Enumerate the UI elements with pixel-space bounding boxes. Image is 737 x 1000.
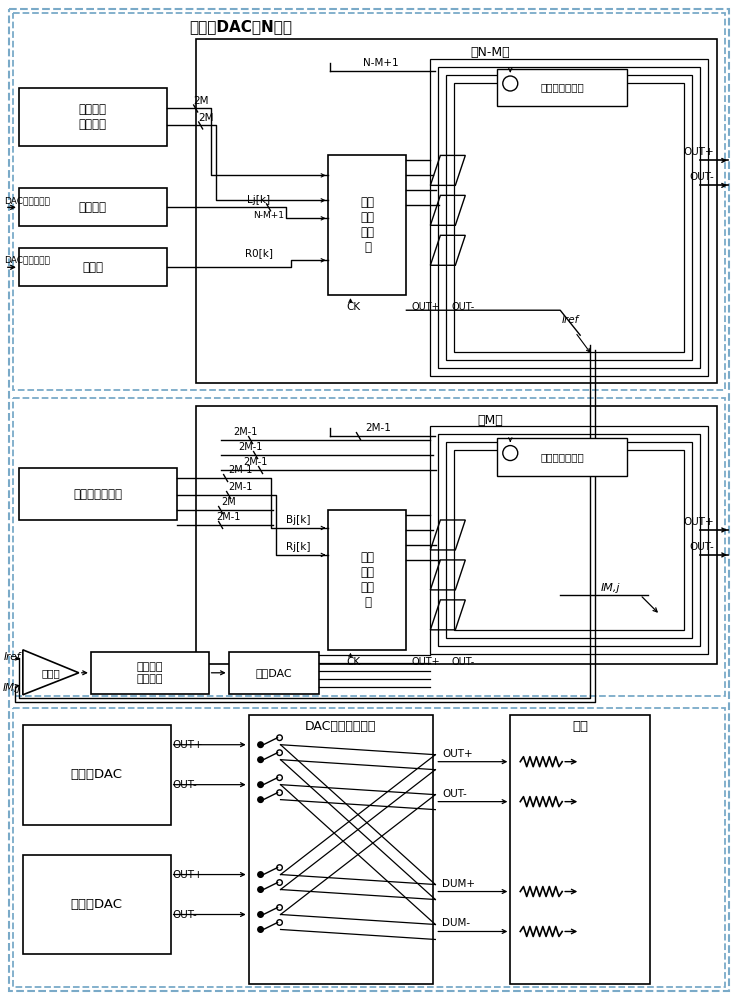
Text: 高位电流源阵列: 高位电流源阵列 xyxy=(540,452,584,462)
Circle shape xyxy=(258,887,263,892)
Bar xyxy=(13,708,725,987)
Circle shape xyxy=(258,927,263,932)
Text: 2M-1: 2M-1 xyxy=(243,457,268,467)
Text: OUT-: OUT- xyxy=(689,542,714,552)
Text: Iref: Iref xyxy=(4,652,21,662)
Bar xyxy=(91,652,209,694)
Text: N-M+1: N-M+1 xyxy=(253,211,284,220)
Text: N-M+1: N-M+1 xyxy=(363,58,398,68)
Bar xyxy=(497,438,627,476)
Bar xyxy=(510,715,650,984)
Text: DAC低位输入码: DAC低位输入码 xyxy=(4,196,50,205)
Bar xyxy=(19,88,167,146)
Text: Lj[k]: Lj[k] xyxy=(247,195,270,205)
Text: 2M: 2M xyxy=(221,497,236,507)
Bar xyxy=(439,67,700,368)
Circle shape xyxy=(258,797,263,802)
Text: OUT-: OUT- xyxy=(172,780,198,790)
Bar xyxy=(195,406,717,664)
Text: OUT+: OUT+ xyxy=(411,657,440,667)
Text: CK: CK xyxy=(346,302,360,312)
Text: 低位电流源阵列: 低位电流源阵列 xyxy=(540,82,584,92)
Text: OUT+: OUT+ xyxy=(683,517,714,527)
Text: 负载: 负载 xyxy=(572,720,588,733)
Text: OUT+: OUT+ xyxy=(172,870,203,880)
Text: 低N-M位: 低N-M位 xyxy=(470,46,510,59)
Text: DAC高位输入码: DAC高位输入码 xyxy=(4,256,50,265)
Text: IM,j: IM,j xyxy=(3,683,21,693)
Text: 第一
复用
锁存
器: 第一 复用 锁存 器 xyxy=(360,196,374,254)
Bar xyxy=(13,13,725,390)
Text: DAC输出控制逻辑: DAC输出控制逻辑 xyxy=(305,720,376,733)
Text: 2M: 2M xyxy=(193,96,209,106)
Text: 译码器: 译码器 xyxy=(83,261,103,274)
Text: IM,j: IM,j xyxy=(601,583,620,593)
Circle shape xyxy=(258,872,263,877)
Bar xyxy=(248,715,433,984)
Text: 2M-1: 2M-1 xyxy=(228,465,253,475)
Bar xyxy=(228,652,318,694)
Text: Rj[k]: Rj[k] xyxy=(286,542,311,552)
Bar xyxy=(447,442,692,638)
Circle shape xyxy=(258,782,263,787)
Bar xyxy=(19,188,167,226)
Text: OUT-: OUT- xyxy=(172,910,198,920)
Text: 第二路DAC: 第二路DAC xyxy=(71,898,123,911)
Bar xyxy=(454,83,684,352)
Text: 逐次逼近
控制逻辑: 逐次逼近 控制逻辑 xyxy=(136,662,163,684)
Bar xyxy=(23,725,171,825)
Text: 2M-1: 2M-1 xyxy=(366,423,391,433)
Text: OUT+: OUT+ xyxy=(683,147,714,157)
Text: 第一路DAC: 第一路DAC xyxy=(71,768,123,781)
Text: 2M-1: 2M-1 xyxy=(217,512,241,522)
Text: R0[k]: R0[k] xyxy=(245,248,273,258)
Bar xyxy=(195,39,717,383)
Text: 高M位: 高M位 xyxy=(478,414,503,427)
Text: OUT-: OUT- xyxy=(689,172,714,182)
Text: 校正选择
控制逻辑: 校正选择 控制逻辑 xyxy=(79,103,107,131)
Text: 2M-1: 2M-1 xyxy=(228,482,253,492)
Text: Iref: Iref xyxy=(562,315,579,325)
Text: Bj[k]: Bj[k] xyxy=(286,515,311,525)
Bar xyxy=(447,75,692,360)
Bar xyxy=(430,426,708,654)
Bar xyxy=(430,59,708,376)
Circle shape xyxy=(258,912,263,917)
Bar xyxy=(454,450,684,630)
Bar xyxy=(23,855,171,954)
Bar xyxy=(329,155,406,295)
Text: OUT+: OUT+ xyxy=(411,302,440,312)
Text: OUT+: OUT+ xyxy=(172,740,203,750)
Bar xyxy=(329,510,406,650)
Text: 比较器: 比较器 xyxy=(41,668,60,678)
Text: 2M-1: 2M-1 xyxy=(238,442,263,452)
Text: OUT-: OUT- xyxy=(442,789,467,799)
Text: DUM-: DUM- xyxy=(442,918,470,928)
Text: 第一路DAC（N位）: 第一路DAC（N位） xyxy=(189,19,292,34)
Bar xyxy=(19,248,167,286)
Bar xyxy=(13,398,725,696)
Bar xyxy=(439,434,700,646)
Text: DUM+: DUM+ xyxy=(442,879,475,889)
Text: 延时模块: 延时模块 xyxy=(79,201,107,214)
Text: 伪随机数发生器: 伪随机数发生器 xyxy=(73,488,122,501)
Circle shape xyxy=(258,757,263,762)
Circle shape xyxy=(258,742,263,748)
Text: 2M-1: 2M-1 xyxy=(234,427,258,437)
Text: OUT-: OUT- xyxy=(451,302,475,312)
Text: OUT-: OUT- xyxy=(451,657,475,667)
Text: CK: CK xyxy=(346,657,360,667)
Text: OUT+: OUT+ xyxy=(442,749,473,759)
Bar xyxy=(19,468,177,520)
Text: 2M: 2M xyxy=(198,113,214,123)
Text: 校正DAC: 校正DAC xyxy=(255,668,292,678)
Text: 第二
复用
锁存
器: 第二 复用 锁存 器 xyxy=(360,551,374,609)
Bar xyxy=(497,69,627,106)
